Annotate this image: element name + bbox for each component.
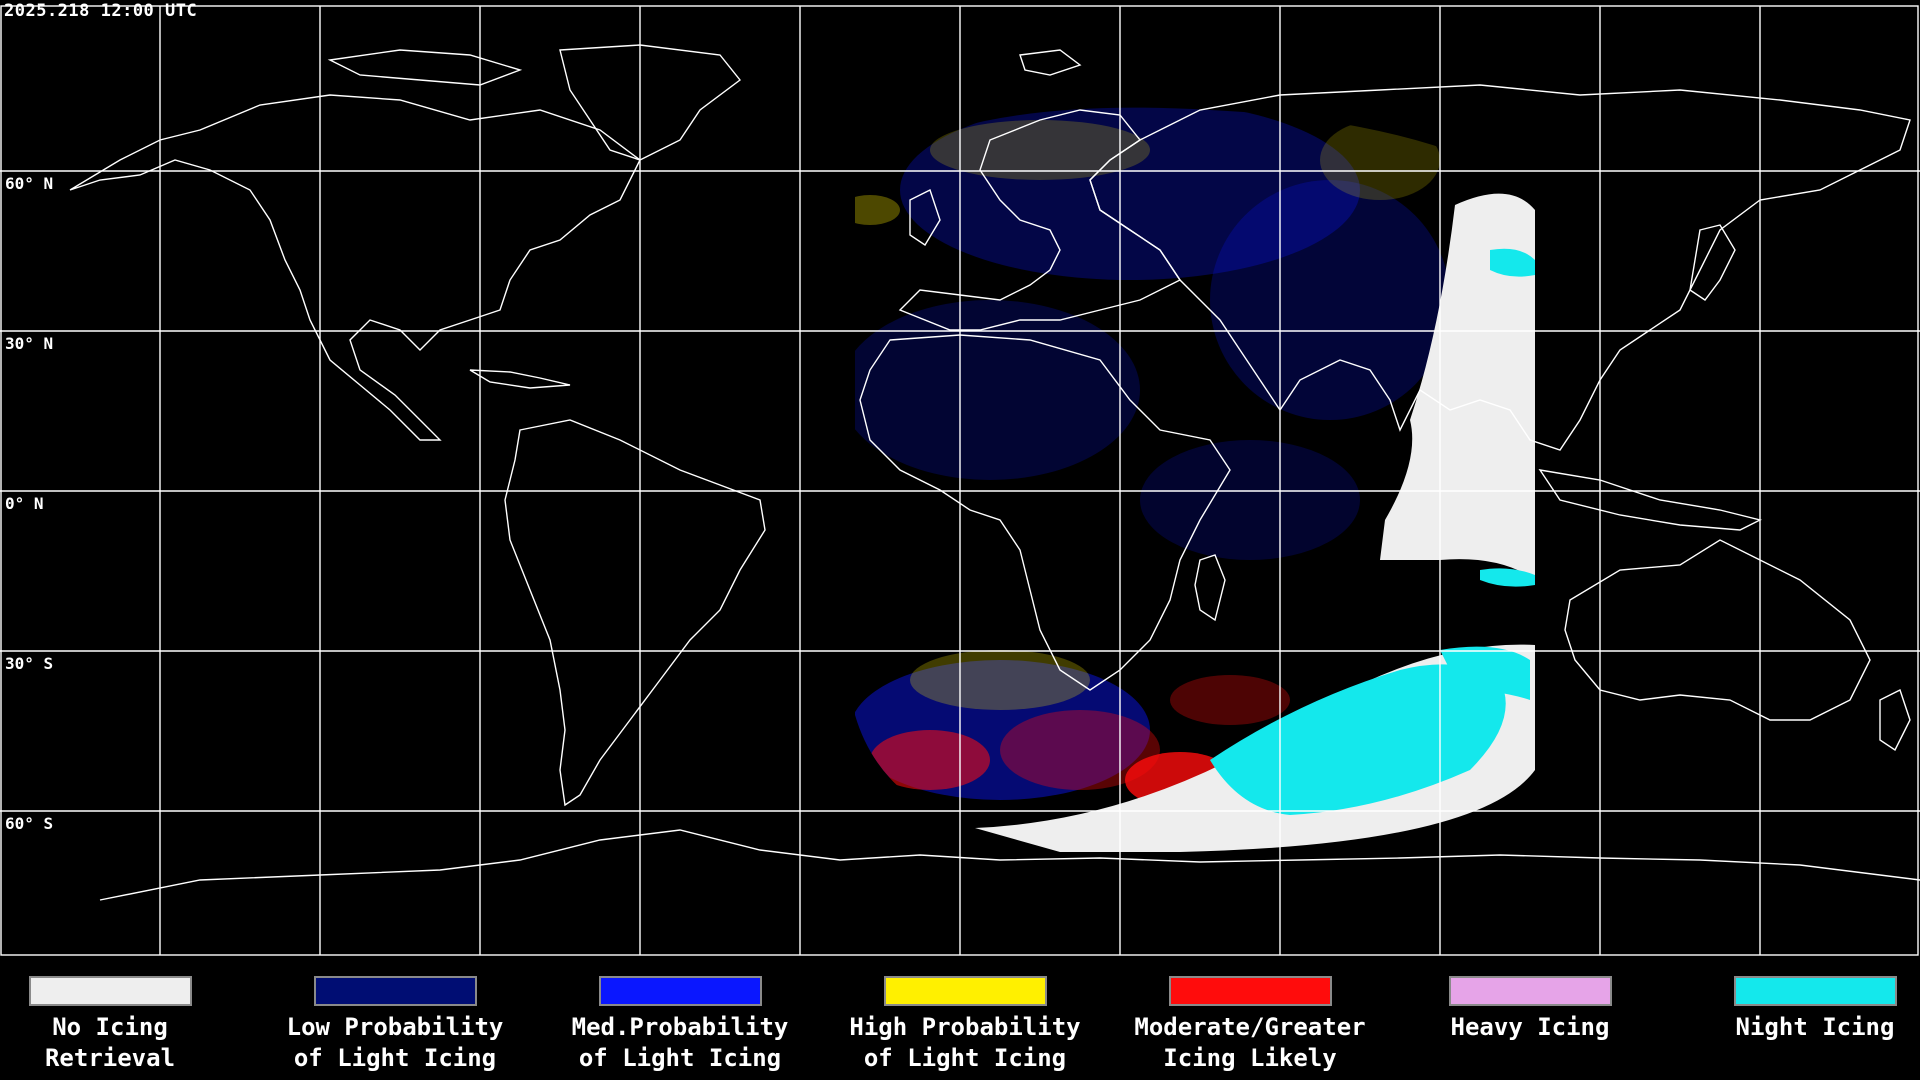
lat-label: 60° S bbox=[5, 814, 53, 833]
coast-north-america bbox=[69, 94, 641, 441]
night-icing-east-2 bbox=[1480, 568, 1535, 587]
lat-label: 30° N bbox=[5, 334, 53, 353]
lat-label-bg bbox=[4, 814, 56, 832]
lat-label: 30° S bbox=[5, 654, 53, 673]
legend-label: Heavy Icing bbox=[1450, 1013, 1610, 1041]
legend-label: Low Probability of Light Icing bbox=[286, 1013, 504, 1072]
legend-item-moderate: Moderate/Greater Icing Likely bbox=[1115, 960, 1385, 1074]
coast-svalbard bbox=[1019, 49, 1082, 76]
legend-label: Night Icing bbox=[1735, 1013, 1895, 1041]
map-border bbox=[0, 5, 1919, 956]
coast-south-america bbox=[504, 419, 766, 807]
legend-item-high-prob: High Probability of Light Icing bbox=[830, 960, 1100, 1074]
coast-asia bbox=[1089, 84, 1911, 451]
legend-label: No Icing Retrieval bbox=[44, 1013, 176, 1072]
coast-uk bbox=[909, 189, 941, 246]
legend-label: Med.Probability of Light Icing bbox=[571, 1013, 789, 1072]
coast-africa bbox=[859, 334, 1231, 691]
icing-map: 60° N 30° N 0° N 30° S 60° S bbox=[0, 5, 1920, 956]
legend-swatch bbox=[1448, 976, 1612, 1006]
lat-label: 0° N bbox=[5, 494, 44, 513]
legend-swatch bbox=[598, 976, 762, 1006]
latitude-labels: 60° N 30° N 0° N 30° S 60° S bbox=[4, 174, 56, 833]
night-icing-south bbox=[1210, 664, 1506, 815]
legend: No Icing Retrieval Low Probability of Lig… bbox=[0, 960, 1920, 1080]
no-icing-band-east bbox=[1380, 193, 1535, 581]
night-icing-east bbox=[1490, 248, 1535, 277]
lat-label-bg bbox=[4, 334, 56, 352]
legend-label: High Probability of Light Icing bbox=[849, 1013, 1081, 1072]
legend-item-med-prob: Med.Probability of Light Icing bbox=[545, 960, 815, 1074]
coast-madagascar bbox=[1194, 554, 1226, 622]
coast-japan bbox=[1689, 224, 1736, 301]
coast-arctic-islands bbox=[327, 49, 523, 86]
lat-label-bg bbox=[4, 654, 56, 672]
lat-label-bg bbox=[4, 174, 56, 192]
coast-greenland bbox=[559, 44, 741, 161]
legend-swatch bbox=[1733, 976, 1897, 1006]
legend-label: Moderate/Greater Icing Likely bbox=[1134, 1013, 1366, 1072]
legend-item-no-icing: No Icing Retrieval bbox=[0, 960, 245, 1074]
legend-item-night: Night Icing bbox=[1680, 960, 1920, 1043]
legend-swatch bbox=[1168, 976, 1332, 1006]
night-icing-south-2 bbox=[1440, 646, 1530, 700]
coast-australia bbox=[1564, 539, 1871, 721]
coastlines bbox=[69, 44, 1920, 901]
legend-item-low-prob: Low Probability of Light Icing bbox=[260, 960, 530, 1074]
coast-caribbean bbox=[469, 369, 571, 389]
coast-indonesia bbox=[1538, 469, 1763, 531]
icing-coverage-layer bbox=[855, 107, 1535, 852]
coast-new-zealand bbox=[1879, 689, 1911, 752]
legend-swatch bbox=[313, 976, 477, 1006]
legend-swatch bbox=[28, 976, 192, 1006]
coast-antarctica bbox=[99, 829, 1920, 901]
lat-lon-grid bbox=[0, 5, 1920, 956]
legend-item-heavy: Heavy Icing bbox=[1395, 960, 1665, 1043]
lat-label: 60° N bbox=[5, 174, 53, 193]
legend-swatch bbox=[883, 976, 1047, 1006]
lat-label-bg bbox=[4, 494, 56, 512]
